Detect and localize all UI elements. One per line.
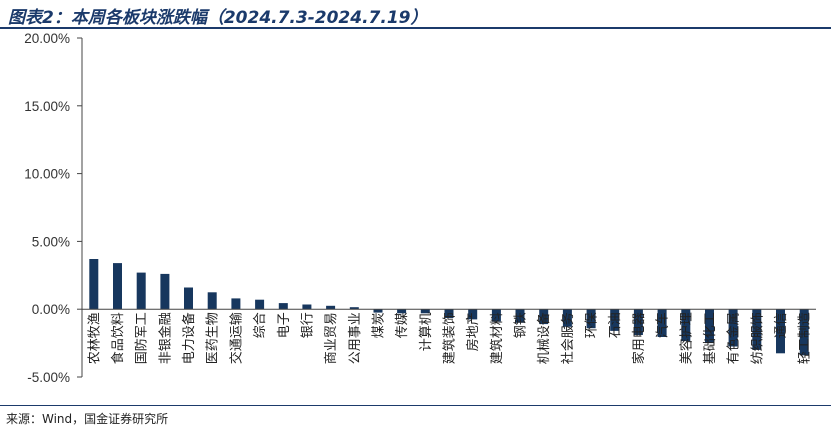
bar: [468, 309, 478, 320]
bar: [515, 309, 525, 323]
category-label: 医药生物: [206, 312, 221, 364]
top-rule: [0, 27, 831, 29]
category-label: 国防军工: [134, 312, 150, 364]
bar: [444, 309, 454, 318]
bar: [586, 309, 596, 329]
category-label: 汽车: [655, 312, 671, 338]
category-label: 社会服务: [560, 312, 576, 364]
category-label: 电子: [277, 312, 292, 338]
bar: [799, 309, 809, 356]
category-label: 公用事业: [348, 312, 363, 364]
category-label: 环保: [585, 312, 600, 338]
bar: [539, 309, 549, 325]
bar: [752, 309, 762, 350]
y-tick-label: 20.00%: [24, 31, 70, 46]
bar: [113, 263, 122, 310]
category-label: 交通运输: [228, 312, 244, 364]
category-label: 通信: [774, 312, 789, 338]
category-label: 计算机: [419, 312, 434, 351]
category-label: 商业贸易: [324, 312, 339, 364]
bottom-rule: [0, 405, 831, 406]
category-label: 食品饮料: [110, 312, 126, 364]
bar: [491, 309, 501, 322]
category-label: 建筑装饰: [442, 312, 458, 364]
category-label: 纺织服饰: [750, 312, 765, 364]
bar: [349, 307, 359, 310]
y-axis: 20.00% 15.00% 10.00% 5.00% 0.00% -5.00%: [24, 31, 83, 385]
bar: [89, 259, 99, 310]
category-label: 家用电器: [631, 312, 647, 364]
y-tick-label: -5.00%: [27, 370, 70, 385]
category-label: 基础化工: [703, 312, 718, 364]
bar: [326, 305, 336, 310]
category-label: 石油: [608, 312, 623, 338]
bar: [657, 309, 667, 337]
y-tick-label: 10.00%: [24, 167, 70, 182]
category-label: 机械设备: [536, 312, 552, 364]
bar: [776, 309, 785, 354]
category-label: 银行: [300, 312, 315, 338]
bar: [681, 309, 691, 342]
bar: [397, 309, 407, 314]
bar: [231, 298, 241, 310]
y-tick-label: 5.00%: [32, 234, 70, 249]
category-label: 美容护理: [678, 312, 694, 364]
category-label: 传媒: [395, 312, 410, 338]
bar: [610, 309, 620, 331]
bar: [184, 287, 193, 310]
bar: [136, 272, 146, 310]
category-label: 有色金属: [726, 312, 742, 364]
category-label: 综合: [253, 312, 268, 338]
bar-series: [89, 259, 809, 356]
bar: [562, 309, 572, 327]
bar: [302, 304, 312, 310]
figure-title: 图表2：本周各板块涨跌幅（2024.7.3-2024.7.19）: [8, 8, 428, 28]
category-label: 农林牧渔: [87, 312, 102, 364]
category-label: 房地产: [465, 312, 481, 351]
category-label: 轻工制造: [798, 312, 813, 364]
bar: [420, 309, 430, 314]
source-note: 来源：Wind，国金证券研究所: [6, 412, 169, 426]
bar: [633, 309, 643, 335]
y-tick-label: 0.00%: [32, 302, 70, 317]
category-label: 煤炭: [372, 312, 387, 338]
category-label: 非银金融: [157, 312, 173, 364]
bar: [255, 299, 265, 310]
bar-chart: 20.00% 15.00% 10.00% 5.00% 0.00% -5.00% 农林牧渔食…: [24, 31, 816, 385]
category-labels: 农林牧渔 食品饮料 国防军工 非银金融 电力设备 医药生物 交通运输 综合 电子 银行 商业贸易 公用…: [87, 312, 812, 364]
category-label: 电力设备: [181, 312, 197, 364]
bar: [728, 309, 738, 347]
bar: [373, 309, 383, 313]
bar: [207, 292, 217, 310]
bar: [278, 303, 288, 310]
y-tick-label: 15.00%: [24, 99, 70, 114]
category-label: 钢铁: [514, 312, 529, 338]
bar: [160, 273, 170, 310]
bar: [705, 309, 714, 344]
category-label: 建筑材料: [489, 312, 505, 364]
